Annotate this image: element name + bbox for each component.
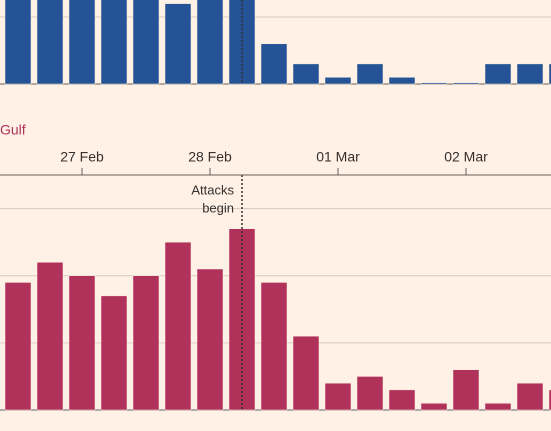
bar <box>452 369 480 411</box>
bar <box>196 268 224 411</box>
bar <box>356 63 384 85</box>
bar <box>452 82 480 85</box>
bar <box>132 275 160 411</box>
bar <box>36 0 64 85</box>
x-tick-label: 01 Mar <box>316 149 360 165</box>
bar <box>68 0 96 85</box>
bar <box>516 382 544 411</box>
bar <box>164 241 192 411</box>
bar <box>420 403 448 411</box>
bar <box>132 0 160 85</box>
panel-title: Gulf <box>0 122 26 138</box>
bar <box>164 3 192 85</box>
bar <box>484 63 512 85</box>
bar <box>356 376 384 411</box>
bar <box>388 389 416 411</box>
bar <box>100 0 128 85</box>
bar <box>260 43 288 85</box>
bar <box>548 389 551 411</box>
bar <box>388 77 416 85</box>
bar <box>260 282 288 411</box>
x-tick-label: 02 Mar <box>444 149 488 165</box>
bar <box>36 262 64 411</box>
bar <box>68 275 96 411</box>
annotation: begin <box>202 200 234 215</box>
x-tick-label: 28 Feb <box>188 149 232 165</box>
x-tick-label: 27 Feb <box>60 149 104 165</box>
bar <box>484 403 512 411</box>
bar <box>548 63 551 85</box>
annotation: Attacks <box>191 182 234 197</box>
bar <box>292 63 320 85</box>
bar <box>4 282 32 411</box>
bar <box>324 382 352 411</box>
bar <box>100 295 128 411</box>
bar <box>324 77 352 85</box>
bar <box>516 63 544 85</box>
bar <box>196 0 224 85</box>
bar <box>420 82 448 85</box>
bar <box>4 0 32 85</box>
bar <box>292 335 320 411</box>
